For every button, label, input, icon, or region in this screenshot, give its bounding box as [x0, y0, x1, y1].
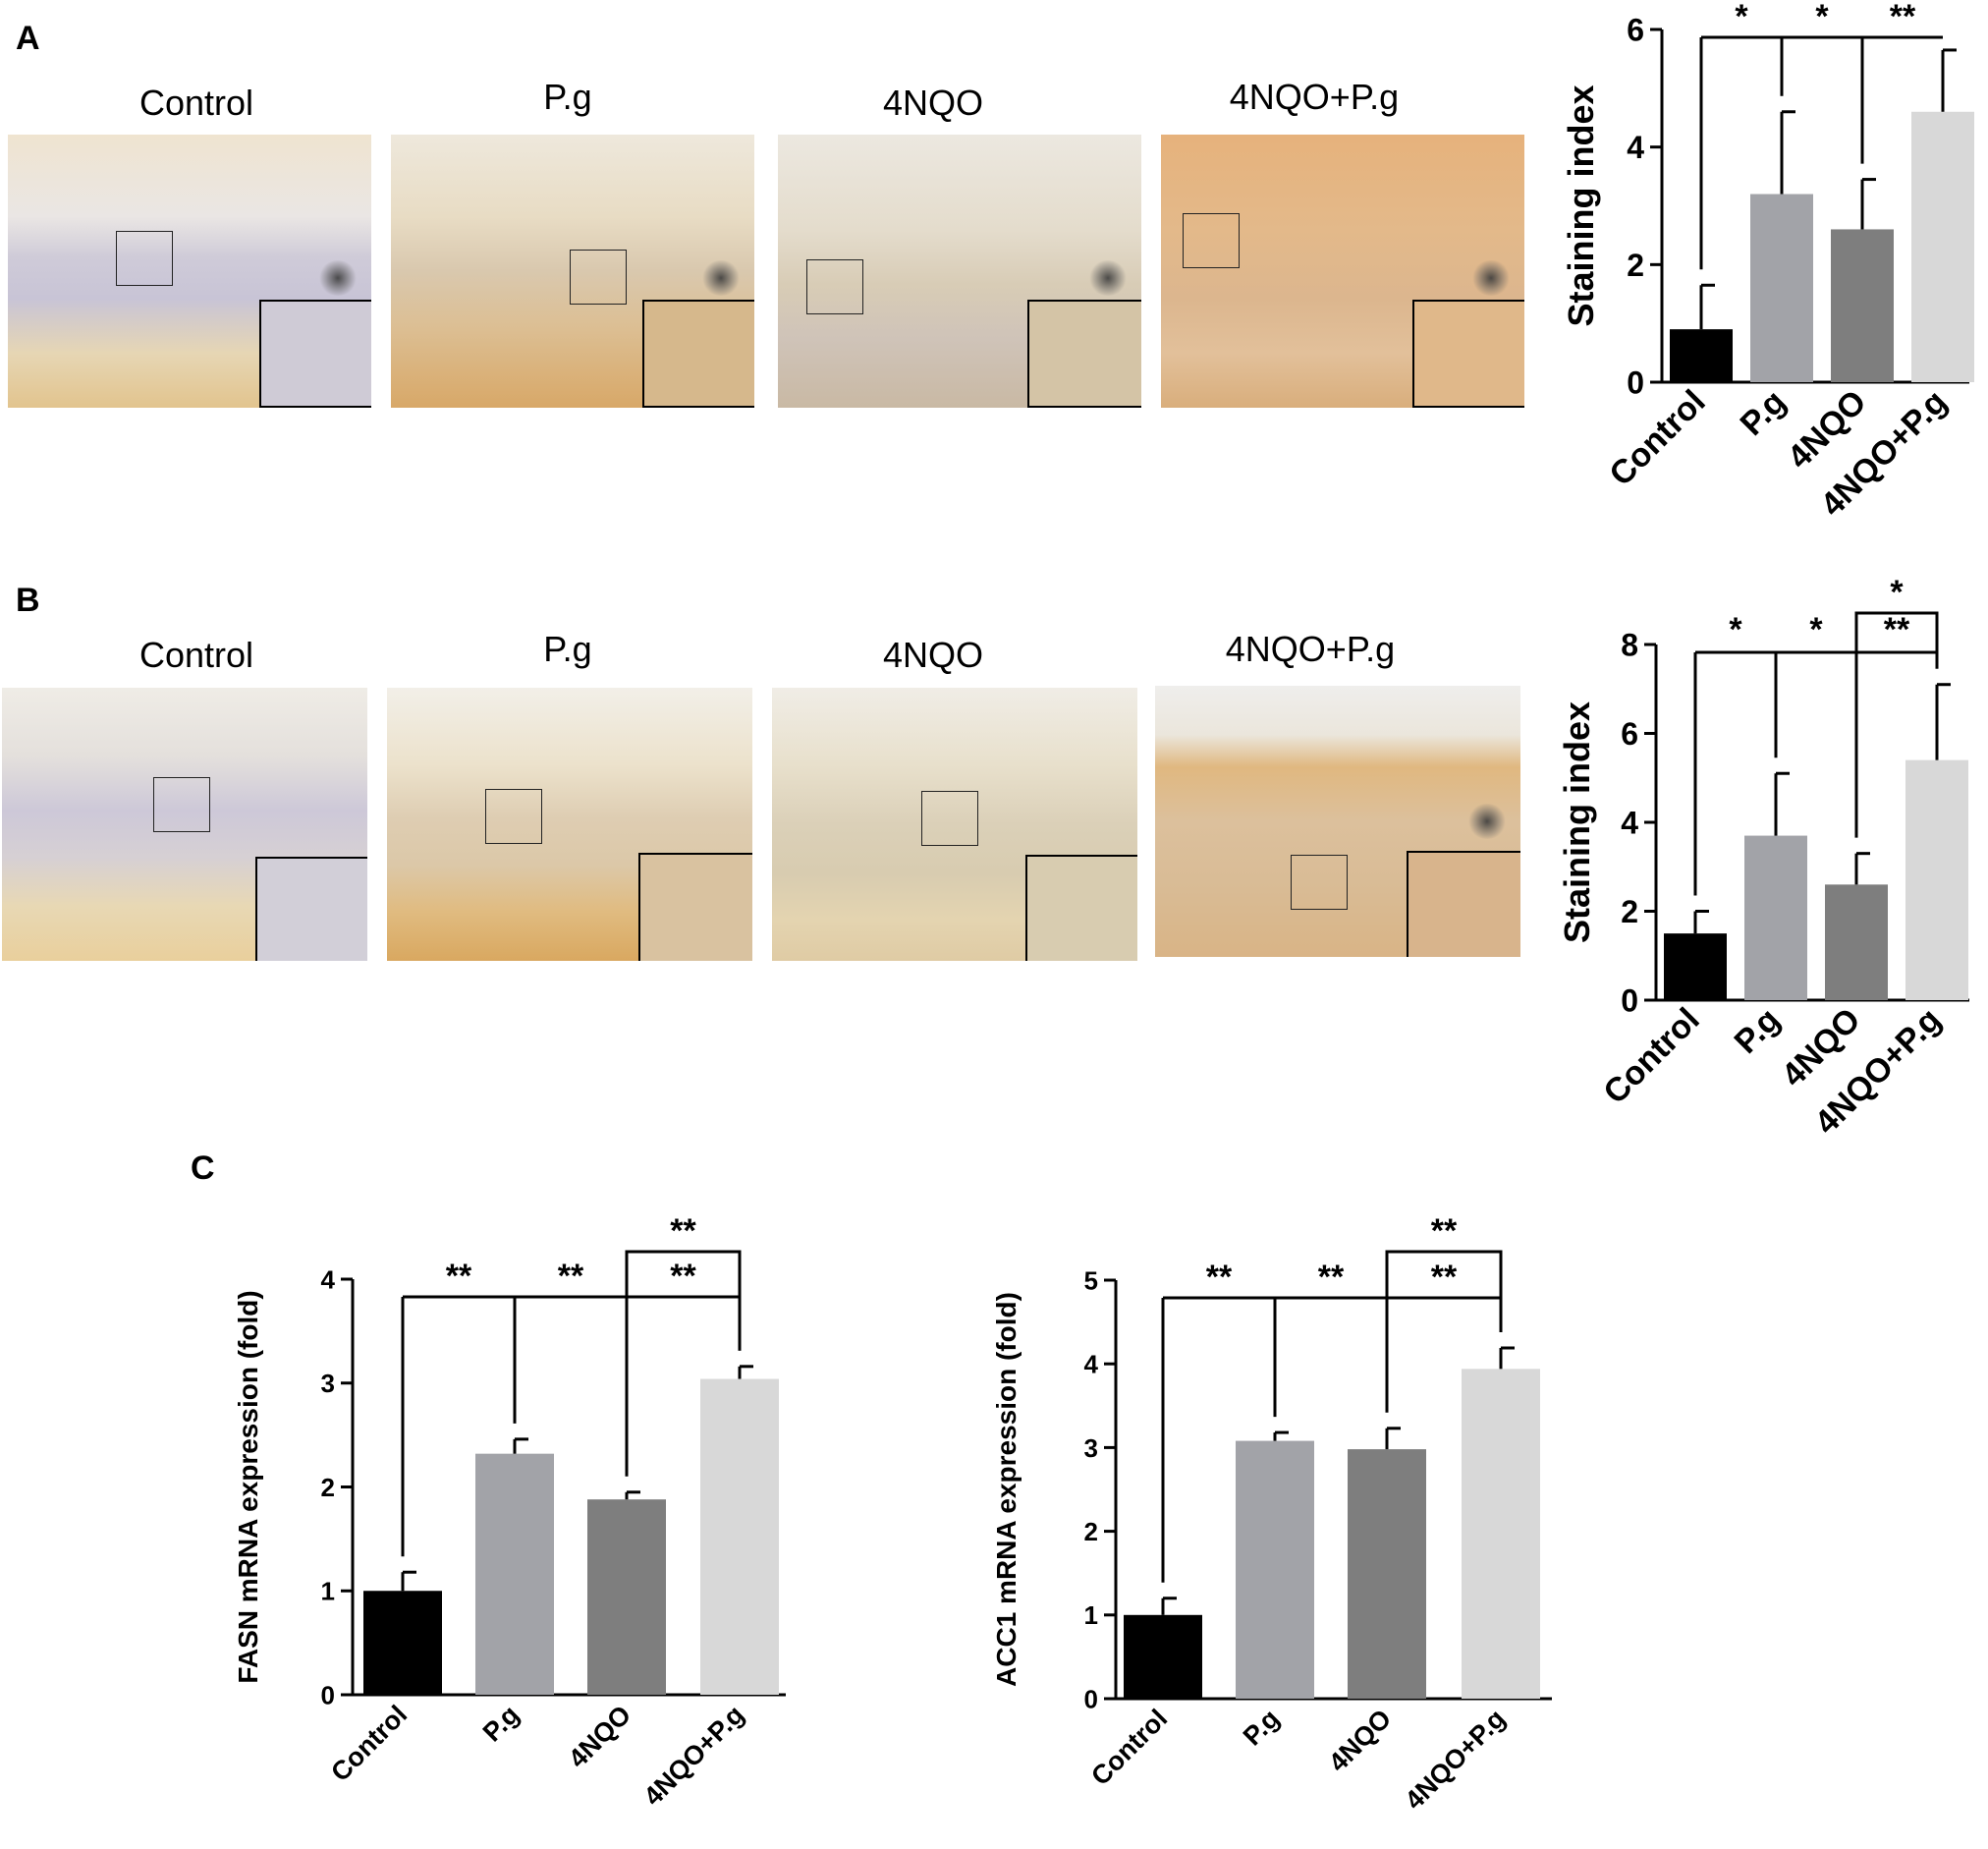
C-ACC1-bracket-label: **: [1431, 1212, 1458, 1250]
C-ACC1-bracket: [1385, 1250, 1503, 1298]
a-label-4nqo-pg: 4NQO+P.g: [1229, 77, 1400, 117]
a-label-control: Control: [138, 83, 254, 123]
micrograph-b-control: [2, 688, 367, 961]
C-FASN-sig-label-2: **: [670, 1258, 696, 1295]
A-staining-ytick-label-1: 2: [1627, 248, 1644, 283]
A-staining-sig-label-2: **: [1890, 0, 1916, 35]
B-staining-ytick-label-3: 6: [1621, 716, 1638, 752]
C-ACC1-category-label-2: 4NQO: [1323, 1704, 1397, 1777]
C-FASN-ytick-label-2: 2: [321, 1473, 335, 1502]
micrograph-b-4nqo: [772, 688, 1137, 961]
A-staining-ytick-label-3: 6: [1627, 13, 1644, 48]
C-FASN-bracket: [625, 1250, 742, 1297]
A-staining-bar-3: [1911, 111, 1974, 383]
micrograph-b-4nqo-pg: [1155, 686, 1520, 957]
C-FASN-ytick-label-1: 1: [321, 1577, 335, 1606]
b-label-4nqo: 4NQO: [882, 635, 984, 675]
C-ACC1-category-label-0: Control: [1085, 1704, 1173, 1791]
B-staining-ytick-label-1: 2: [1621, 894, 1638, 929]
C-ACC1-sig-label-0: **: [1206, 1259, 1233, 1296]
C-ACC1-category-label-1: P.g: [1238, 1704, 1285, 1751]
C-FASN-ytick-label-3: 3: [321, 1369, 335, 1398]
B-staining-sig-label-2: **: [1884, 611, 1910, 648]
C-FASN-bar-1: [475, 1453, 554, 1695]
A-staining-y-axis-label: Staining index: [1561, 84, 1601, 326]
C-FASN-ytick-label-0: 0: [321, 1680, 335, 1709]
B-staining-bar-1: [1744, 835, 1807, 1000]
micrograph-a-control: [8, 135, 371, 408]
micrograph-a-4nqo: [778, 135, 1141, 408]
A-staining-sig-label-0: *: [1735, 0, 1748, 35]
b-label-control: Control: [138, 635, 254, 675]
micrograph-b-pg: [387, 688, 752, 961]
B-staining-sig-label-0: *: [1729, 611, 1742, 648]
B-staining-bar-2: [1825, 884, 1888, 1000]
b-label-pg: P.g: [543, 629, 592, 669]
C-FASN-ytick-label-4: 4: [321, 1264, 336, 1294]
B-staining-y-axis-label: Staining index: [1557, 701, 1597, 943]
B-staining-bar-0: [1664, 933, 1727, 1000]
panel-letter-c: C: [191, 1149, 215, 1187]
C-FASN-sig-label-0: **: [446, 1258, 472, 1295]
C-ACC1-bar-0: [1124, 1614, 1202, 1699]
b-label-4nqo-pg: 4NQO+P.g: [1225, 629, 1396, 669]
B-staining-ytick-label-0: 0: [1621, 983, 1638, 1019]
B-staining-bracket-label: *: [1890, 574, 1904, 611]
C-FASN-category-label-3: 4NQO+P.g: [638, 1700, 750, 1812]
C-ACC1-ytick-label-0: 0: [1084, 1684, 1098, 1713]
C-ACC1-bar-3: [1462, 1369, 1540, 1699]
C-ACC1-sig-label-2: **: [1431, 1259, 1458, 1296]
a-label-4nqo: 4NQO: [882, 83, 984, 123]
C-FASN-category-label-2: 4NQO: [563, 1700, 636, 1773]
A-staining-category-label-0: Control: [1602, 383, 1712, 493]
B-staining-bracket: [1854, 611, 1939, 652]
C-FASN-sig-label-1: **: [558, 1258, 584, 1295]
B-staining-category-label-0: Control: [1596, 1001, 1706, 1111]
C-ACC1-ytick-label-1: 1: [1084, 1600, 1098, 1630]
C-FASN-bar-3: [700, 1378, 779, 1695]
C-ACC1-ytick-label-3: 3: [1084, 1433, 1098, 1463]
C-ACC1-ytick-label-2: 2: [1084, 1517, 1098, 1546]
C-ACC1-ytick-label-5: 5: [1084, 1265, 1098, 1295]
panel-letter-a: A: [16, 20, 40, 57]
C-FASN-bar-2: [587, 1499, 666, 1695]
B-staining-sig-label-1: *: [1809, 611, 1823, 648]
B-staining-category-label-1: P.g: [1727, 1001, 1787, 1061]
micrograph-a-4nqo-pg: [1161, 135, 1524, 408]
A-staining-ytick-label-2: 4: [1627, 130, 1644, 165]
C-ACC1-category-label-3: 4NQO+P.g: [1400, 1704, 1512, 1816]
C-ACC1-bar-1: [1236, 1440, 1314, 1699]
A-staining-sig-label-1: *: [1815, 0, 1829, 35]
A-staining-ytick-label-0: 0: [1627, 365, 1644, 401]
C-FASN-category-label-1: P.g: [477, 1700, 525, 1747]
B-staining-ytick-label-2: 4: [1621, 806, 1638, 841]
A-staining-bar-1: [1750, 194, 1813, 382]
C-FASN-bar-0: [363, 1591, 442, 1695]
C-ACC1-y-axis-label: ACC1 mRNA expression (fold): [991, 1292, 1022, 1687]
B-staining-bar-3: [1905, 759, 1968, 1000]
C-ACC1-sig-label-1: **: [1318, 1259, 1345, 1296]
C-FASN-category-label-0: Control: [325, 1700, 413, 1787]
C-ACC1-ytick-label-4: 4: [1084, 1350, 1099, 1379]
A-staining-bar-2: [1831, 229, 1894, 382]
a-label-pg: P.g: [543, 77, 592, 117]
panel-letter-b: B: [16, 582, 40, 619]
C-FASN-y-axis-label: FASN mRNA expression (fold): [233, 1290, 263, 1683]
A-staining-category-label-1: P.g: [1733, 383, 1793, 443]
B-staining-ytick-label-4: 8: [1621, 628, 1638, 663]
C-ACC1-bar-2: [1348, 1449, 1426, 1699]
micrograph-a-pg: [391, 135, 754, 408]
A-staining-bar-0: [1670, 329, 1733, 382]
C-FASN-bracket-label: **: [670, 1212, 696, 1250]
